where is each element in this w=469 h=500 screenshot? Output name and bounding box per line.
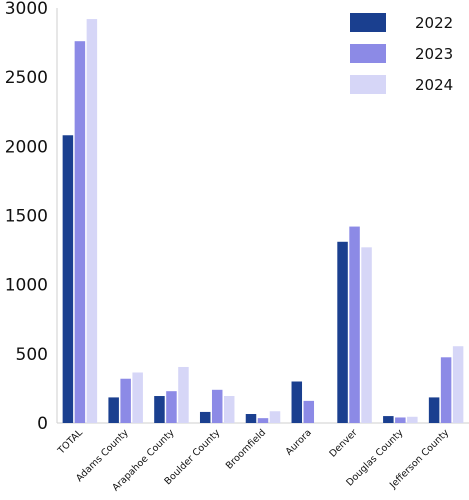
bar-2022-boulder-county	[199, 411, 211, 423]
legend-swatch-2023	[350, 44, 386, 63]
bar-2024-jefferson-county	[452, 346, 464, 423]
y-tick-label: 2000	[5, 137, 48, 157]
x-tick-label: TOTAL	[55, 427, 85, 457]
bar-2023-adams-county	[120, 378, 131, 423]
bar-2024-boulder-county	[223, 396, 235, 423]
legend-label: 2024	[415, 76, 453, 94]
bars	[62, 19, 464, 424]
bar-2024-denver	[361, 247, 372, 423]
bar-2022-total	[62, 135, 74, 423]
bar-2023-douglas-county	[395, 417, 406, 423]
x-tick-label: Denver	[327, 427, 359, 459]
bar-2023-arapahoe-county	[166, 391, 177, 423]
y-tick-label: 500	[16, 345, 48, 365]
bar-2022-aurora	[291, 381, 303, 423]
bar-2023-jefferson-county	[440, 357, 452, 423]
bar-2023-boulder-county	[211, 389, 223, 423]
bar-2023-denver	[349, 226, 360, 423]
bar-2023-aurora	[303, 400, 315, 423]
y-tick-label: 1000	[5, 276, 48, 296]
bar-2024-total	[86, 19, 98, 424]
y-tick-label: 2500	[5, 68, 48, 88]
bar-2022-denver	[337, 241, 348, 423]
bar-2024-arapahoe-county	[178, 366, 189, 423]
legend: 2022 2023 2024	[350, 13, 453, 94]
bar-2024-adams-county	[132, 372, 143, 423]
legend-label: 2022	[415, 14, 453, 32]
legend-swatch-2024	[350, 75, 386, 94]
legend-label: 2023	[415, 45, 453, 63]
y-tick-label: 3000	[5, 0, 48, 19]
bar-2022-adams-county	[108, 397, 119, 423]
bar-2023-total	[74, 41, 86, 423]
bar-2022-arapahoe-county	[154, 396, 165, 423]
bar-2022-broomfield	[245, 414, 257, 423]
bar-2024-douglas-county	[407, 416, 418, 423]
y-tick-label: 0	[37, 414, 48, 434]
x-tick-label: Broomfield	[224, 427, 268, 471]
y-tick-labels: 0 500 1000 1500 2000 2500 3000	[5, 0, 48, 434]
bar-2023-broomfield	[257, 418, 269, 423]
bar-2022-douglas-county	[383, 416, 394, 423]
x-tick-label: Aurora	[284, 427, 314, 457]
bar-2022-jefferson-county	[428, 397, 440, 423]
y-tick-label: 1500	[5, 207, 48, 227]
legend-swatch-2022	[350, 13, 386, 32]
bar-2024-broomfield	[269, 411, 281, 423]
